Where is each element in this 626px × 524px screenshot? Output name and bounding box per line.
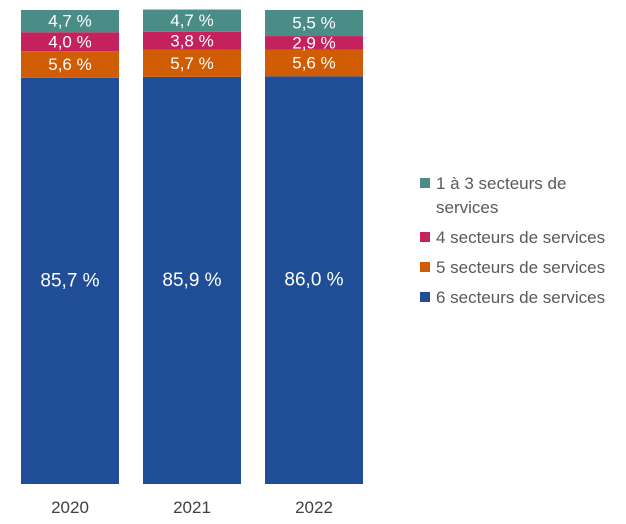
- data-label-2022-series-0: 86,0 %: [284, 270, 343, 291]
- data-label-2021-series-3: 4,7 %: [170, 11, 213, 30]
- segment-labels-group: 85,7 %5,6 %4,0 %4,7 %85,9 %5,7 %3,8 %4,7…: [40, 11, 343, 291]
- data-label-2022-series-2: 2,9 %: [292, 33, 335, 52]
- legend-label: 1 à 3 secteurs de services: [436, 174, 567, 217]
- bar-segment-2022-series-2: [265, 36, 363, 50]
- bar-segment-2020-series-0: [21, 77, 119, 485]
- bar-segment-2021-series-2: [143, 31, 241, 50]
- x-tick-label-2022: 2022: [295, 498, 333, 517]
- legend-label: 4 secteurs de services: [436, 228, 606, 247]
- data-label-2020-series-3: 4,7 %: [48, 12, 91, 31]
- bars-group: [21, 9, 363, 485]
- legend-item-1-3: 1 à 3 secteurs de services: [420, 172, 626, 220]
- legend-swatch: [420, 232, 430, 242]
- bar-segment-2020-series-2: [21, 32, 119, 52]
- legend-swatch: [420, 178, 430, 188]
- data-label-2021-series-2: 3,8 %: [170, 31, 213, 50]
- bar-segment-2022-series-1: [265, 49, 363, 77]
- data-label-2020-series-0: 85,7 %: [40, 270, 99, 291]
- bar-segment-2021-series-3: [143, 9, 241, 32]
- legend-item-4: 4 secteurs de services: [420, 226, 626, 250]
- legend-item-5: 5 secteurs de services: [420, 256, 626, 280]
- legend-item-6: 6 secteurs de services: [420, 286, 626, 310]
- data-label-2022-series-1: 5,6 %: [292, 54, 335, 73]
- bar-segment-2021-series-1: [143, 49, 241, 77]
- bar-segment-2022-series-3: [265, 10, 363, 37]
- data-label-2021-series-0: 85,9 %: [162, 270, 221, 291]
- bar-segment-2021-series-0: [143, 76, 241, 485]
- legend-swatch: [420, 292, 430, 302]
- legend-label: 6 secteurs de services: [436, 288, 606, 307]
- chart-legend: 1 à 3 secteurs de services 4 secteurs de…: [420, 172, 626, 316]
- bar-segment-2022-series-0: [265, 76, 363, 485]
- data-label-2022-series-3: 5,5 %: [292, 14, 335, 33]
- legend-swatch: [420, 262, 430, 272]
- bar-segment-2020-series-3: [21, 10, 119, 33]
- data-label-2021-series-1: 5,7 %: [170, 54, 213, 73]
- x-tick-label-2021: 2021: [173, 498, 211, 517]
- x-axis-ticks-group: 2020 2021 2022: [51, 498, 333, 517]
- bar-segment-2020-series-1: [21, 51, 119, 78]
- data-label-2020-series-2: 4,0 %: [48, 32, 91, 51]
- legend-label: 5 secteurs de services: [436, 258, 606, 277]
- data-label-2020-series-1: 5,6 %: [48, 55, 91, 74]
- x-tick-label-2020: 2020: [51, 498, 89, 517]
